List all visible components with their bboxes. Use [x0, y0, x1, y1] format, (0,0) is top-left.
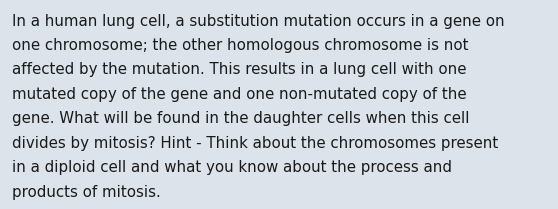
- Text: In a human lung cell, a substitution mutation occurs in a gene on: In a human lung cell, a substitution mut…: [12, 14, 505, 29]
- Text: divides by mitosis? Hint - Think about the chromosomes present: divides by mitosis? Hint - Think about t…: [12, 136, 498, 151]
- Text: products of mitosis.: products of mitosis.: [12, 185, 161, 200]
- Text: affected by the mutation. This results in a lung cell with one: affected by the mutation. This results i…: [12, 62, 467, 78]
- Text: gene. What will be found in the daughter cells when this cell: gene. What will be found in the daughter…: [12, 111, 470, 126]
- Text: mutated copy of the gene and one non-mutated copy of the: mutated copy of the gene and one non-mut…: [12, 87, 467, 102]
- Text: in a diploid cell and what you know about the process and: in a diploid cell and what you know abou…: [12, 160, 453, 175]
- Text: one chromosome; the other homologous chromosome is not: one chromosome; the other homologous chr…: [12, 38, 469, 53]
